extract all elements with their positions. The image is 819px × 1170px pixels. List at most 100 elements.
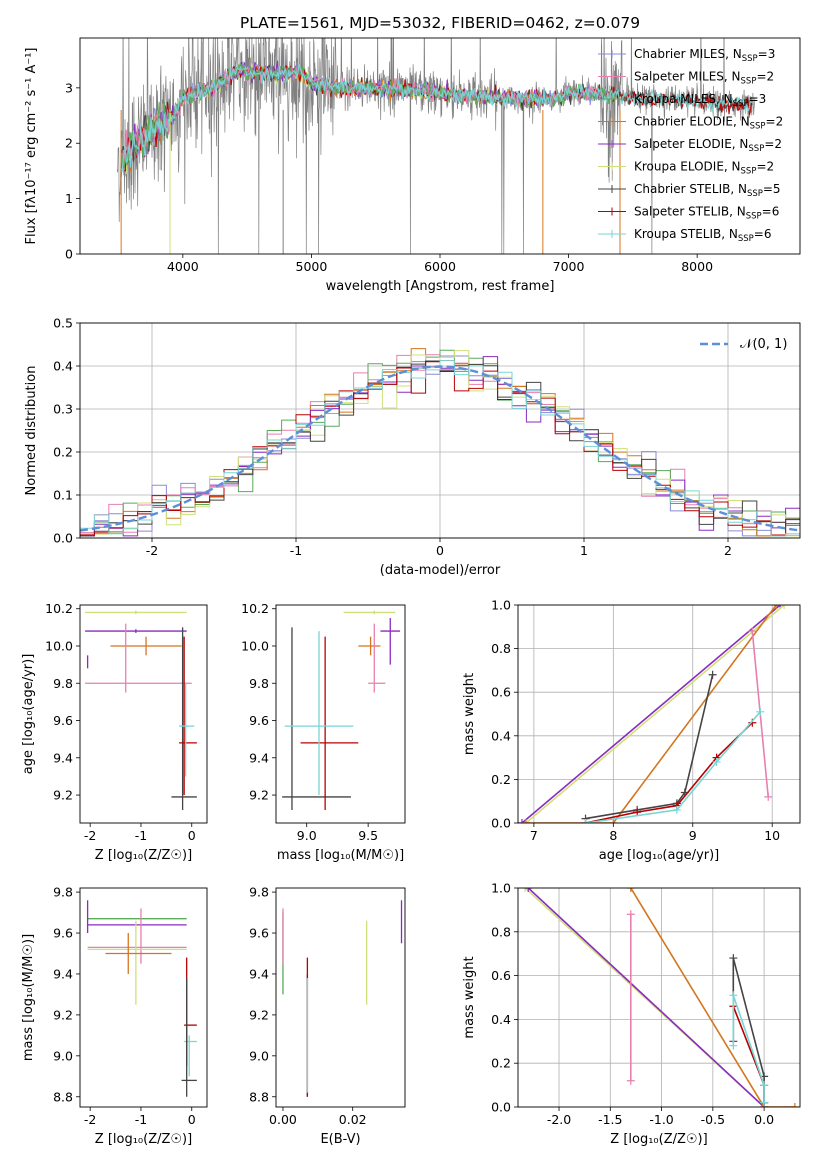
mass_vs_EBV-panel: 0.00 0.02 8.8 9.0 9.2 9.4 9.6 9.8 E(B-V) [249,885,406,1147]
x-tick-label: -2 [84,828,96,843]
x-tick-label: 0 [188,828,196,843]
spectrum-model-kroupa-stelib [120,64,753,173]
errorbar-point [110,636,182,656]
massweight-marker [708,670,717,679]
x-tick-label: -1.0 [649,1112,673,1127]
x-tick-label: -1 [135,828,147,843]
y-tick-label: 9.2 [249,1007,269,1022]
massweight-marker [772,605,781,609]
x-tick-label: 0.02 [339,1112,367,1127]
y-axis-label: age [log₁₀(age/yr)] [21,654,36,775]
age_vs_Z-plot-area [85,610,197,810]
errorbar-point [181,978,197,1097]
x-tick-label: 0.0 [754,1112,774,1127]
y-tick-label: 2 [65,136,73,151]
x-tick-label: -1 [290,543,302,558]
spectrum-plot-area [116,38,756,254]
legend-entry: Chabrier MILES, NSSP=3 [634,47,775,64]
legend-entry: Salpeter MILES, NSSP=2 [634,70,774,87]
massweight-line-salpeter-stelib [585,722,753,823]
y-tick-label: 3 [65,80,73,95]
massweight-marker [521,888,530,892]
age_vs_mass-panel: 9.0 9.5 9.2 9.4 9.6 9.8 10.0 10.2 mass [log₁₀(M/… [241,601,406,863]
y-tick-label: 0.6 [491,968,511,983]
y-tick-label: 0.2 [53,445,73,460]
massweight_vs_Z-plot-area [521,888,799,1107]
y-tick-label: 0.8 [491,641,511,656]
x-tick-label: 0.00 [269,1112,297,1127]
y-tick-label: 1.0 [491,881,511,896]
x-tick-label: 9.0 [297,828,317,843]
legend-entry: Kroupa MILES, NSSP=3 [634,92,766,109]
residuals-plot-area [80,348,800,537]
x-tick-label: 8000 [681,259,713,274]
axes-frame [275,887,406,1108]
x-axis-label: Z [log₁₀(Z/Z☉)] [610,1132,707,1147]
legend-entry: Chabrier STELIB, NSSP=5 [634,182,781,199]
massweight-marker [764,792,773,801]
axes-frame [275,604,406,824]
massweight-line-salpeter-elodie [521,605,781,823]
y-tick-label: 10.0 [241,638,269,653]
errorbar-point [87,920,187,1005]
residuals-panel: -2 -1 0 1 2 0.0 0.1 0.2 0.3 0.4 0.5 (data-model)/er… [24,316,801,578]
y-tick-label: 0.2 [491,772,511,787]
massweight-line-chabrier-elodie [630,888,795,1107]
massweight-line-chabrier-stelib [585,674,714,820]
errorbar-point [171,627,197,810]
age_vs_mass-plot-area [282,610,401,810]
y-tick-label: 0 [65,247,73,262]
y-tick-label: 9.2 [249,788,269,803]
spectrum-panel: 4000 5000 6000 7000 8000 0 1 2 3 wavelength [Angs… [24,37,801,294]
y-tick-label: 9.4 [249,966,269,981]
massweight-marker [609,819,618,823]
y-tick-label: 9.2 [53,788,73,803]
axes-frame [517,604,801,824]
massweight-marker [581,819,590,823]
y-tick-label: 1.0 [491,598,511,613]
massweight-line-kroupa-stelib [732,995,765,1103]
mass_vs_EBV-plot-area [282,900,403,1097]
x-axis-label: Z [log₁₀(Z/Z☉)] [95,1132,192,1147]
massweight_vs_age-panel: 7 8 9 10 0.0 0.2 0.4 0.6 0.8 1.0 age [log₁₀(age/yr… [462,598,801,863]
x-axis-label: wavelength [Angstrom, rest frame] [326,279,555,294]
massweight-marker [756,707,765,716]
errorbar-point [380,618,401,665]
y-axis-label: mass [log₁₀(M/M☉)] [21,934,36,1061]
x-tick-label: 4000 [167,259,199,274]
errorbar-point [368,623,386,693]
y-tick-label: 10.0 [45,638,73,653]
massweight-marker [712,757,721,766]
massweight-marker [524,888,533,892]
massweight-marker [672,805,681,814]
x-tick-label: 7 [530,828,538,843]
y-axis-label: Normed distribution [24,366,39,496]
x-axis-label: E(B-V) [320,1132,360,1147]
spectrum-model-kroupa-miles [120,62,618,169]
massweight-marker [790,1103,799,1107]
x-axis-label: mass [log₁₀(M/M☉)] [277,848,404,863]
x-tick-label: 1 [580,543,588,558]
massweight-marker [626,1076,635,1085]
residual-hist-chabrier-miles [80,355,800,537]
y-tick-label: 10.2 [45,601,73,616]
legend-entry: Salpeter STELIB, NSSP=6 [634,205,779,222]
massweight_vs_age-plot-area [518,605,789,823]
x-tick-label: -1 [135,1112,147,1127]
x-tick-label: -0.5 [701,1112,725,1127]
y-tick-label: 9.6 [249,926,269,941]
legend-entry: Kroupa STELIB, NSSP=6 [634,227,772,244]
figure-title: PLATE=1561, MJD=53032, FIBERID=0462, z=0… [240,14,640,32]
y-tick-label: 9.6 [249,713,269,728]
spectrum-legend: Chabrier MILES, NSSP=3 Salpeter MILES, NS… [598,47,783,244]
y-tick-label: 9.8 [249,885,269,900]
legend-entry: 𝒩(0, 1) [740,337,787,352]
legend-entry: Chabrier ELODIE, NSSP=2 [634,115,783,132]
y-tick-label: 10.2 [241,601,269,616]
x-tick-label: 9.5 [358,828,378,843]
errorbar-point [300,636,359,810]
x-tick-label: 2 [724,543,732,558]
x-tick-label: -2 [146,543,158,558]
y-tick-label: 0.1 [53,488,73,503]
y-tick-label: 9.8 [53,885,73,900]
